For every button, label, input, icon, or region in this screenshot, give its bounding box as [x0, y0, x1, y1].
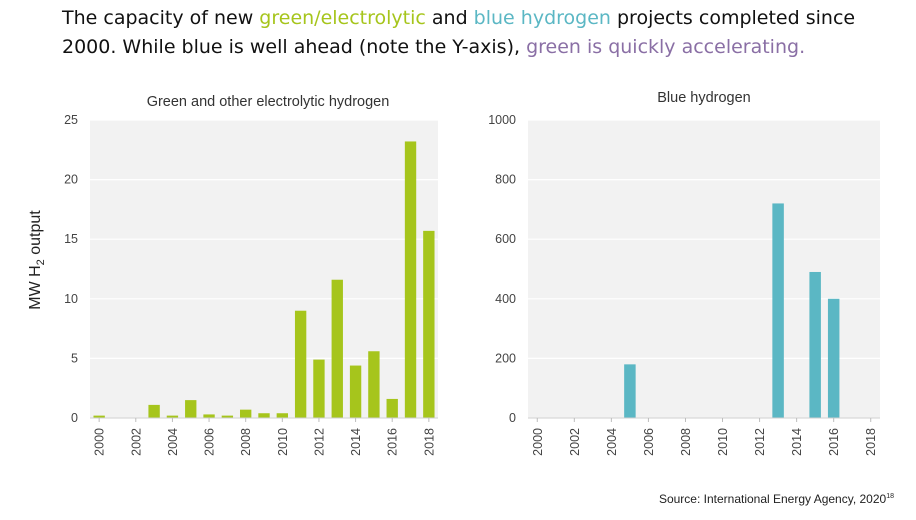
green-bar-2010 — [276, 413, 288, 418]
blue-x-tick-label: 2000 — [531, 428, 545, 456]
green-x-tick-label: 2010 — [276, 428, 290, 456]
blue-y-tick-label: 0 — [509, 411, 516, 425]
green-bar-2005 — [185, 400, 197, 418]
headline-part-2: and — [425, 7, 474, 29]
blue-x-tick-label: 2012 — [753, 428, 767, 456]
green-x-tick-label: 2000 — [93, 428, 107, 456]
green-plot-area — [90, 120, 438, 418]
green-bar-2016 — [386, 398, 398, 418]
green-bar-2009 — [258, 413, 270, 418]
headline: The capacity of new green/electrolytic a… — [62, 4, 912, 62]
blue-chart-title: Blue hydrogen — [657, 90, 751, 106]
green-x-tick-label: 2006 — [203, 428, 217, 456]
svg-text:MW H2 output: MW H2 output — [27, 210, 47, 310]
green-x-tick-label: 2014 — [349, 428, 363, 456]
blue-x-tick-label: 2010 — [716, 428, 730, 456]
green-x-tick-label: 2002 — [129, 428, 143, 456]
green-bar-2012 — [313, 359, 325, 418]
green-chart-title: Green and other electrolytic hydrogen — [147, 94, 390, 110]
green-x-tick-label: 2008 — [239, 428, 253, 456]
green-x-tick-label: 2004 — [166, 428, 180, 456]
blue-plot-area — [528, 120, 880, 418]
blue-y-tick-label: 200 — [495, 351, 516, 365]
green-y-tick-label: 10 — [64, 292, 78, 306]
source-footnote-mark: 18 — [886, 493, 894, 500]
headline-accent-term: green is quickly accelerating. — [526, 36, 806, 58]
green-x-tick-label: 2012 — [312, 428, 326, 456]
source-text: Source: International Energy Agency, 202… — [658, 492, 887, 506]
headline-blue-term: blue hydrogen — [473, 7, 611, 29]
green-x-tick-label: 2016 — [386, 428, 400, 456]
green-bar-2004 — [166, 415, 179, 418]
blue-chart-panel: Blue hydrogen 0 200 400 600 800 1000 2000 2002 20… — [470, 86, 900, 466]
green-bar-2000 — [93, 415, 105, 418]
y-axis-label: MW H2 output — [20, 190, 50, 330]
green-bar-2017 — [404, 141, 417, 418]
green-x-tick-label: 2018 — [422, 428, 436, 456]
y-axis-label-main: MW H — [27, 265, 44, 309]
green-bar-2015 — [368, 351, 380, 418]
green-bar-2006 — [203, 414, 215, 418]
green-y-tick-label: 0 — [71, 411, 78, 425]
blue-y-tick-label: 600 — [495, 232, 516, 246]
green-y-tick-label: 5 — [71, 351, 78, 365]
green-y-tick-label: 15 — [64, 232, 78, 246]
green-bar-2013 — [331, 279, 343, 418]
green-chart-panel: Green and other electrolytic hydrogen 0 5 1… — [40, 86, 460, 466]
blue-x-tick-label: 2006 — [642, 428, 656, 456]
green-y-tick-label: 25 — [64, 113, 78, 127]
blue-x-tick-label: 2018 — [864, 428, 878, 456]
green-y-tick-label: 20 — [64, 173, 78, 187]
blue-y-tick-label: 1000 — [488, 113, 516, 127]
headline-part-3: projects completed since 2000. While blu… — [62, 7, 856, 58]
green-bar-2014 — [349, 365, 362, 418]
headline-green-term: green/electrolytic — [259, 7, 426, 29]
green-bar-2008 — [240, 409, 252, 418]
y-axis-label-tail: output — [27, 210, 44, 259]
green-bar-2007 — [221, 415, 234, 418]
blue-bar-2015 — [809, 271, 821, 418]
source-note: Source: International Energy Agency, 202… — [659, 492, 894, 506]
blue-y-tick-label: 400 — [495, 292, 516, 306]
blue-x-tick-label: 2002 — [568, 428, 582, 456]
blue-bar-2016 — [827, 298, 840, 418]
green-bar-2003 — [148, 404, 160, 418]
blue-x-tick-label: 2016 — [827, 428, 841, 456]
y-axis-label-subscript: 2 — [35, 259, 47, 265]
green-hydrogen-chart: Green and other electrolytic hydrogen 0 5 1… — [64, 94, 438, 456]
blue-x-tick-label: 2008 — [679, 428, 693, 456]
green-bar-2011 — [294, 310, 307, 418]
headline-part-1: The capacity of new — [62, 7, 260, 29]
blue-x-tick-label: 2004 — [605, 428, 619, 456]
green-bar-2018 — [423, 230, 435, 418]
blue-bar-2013 — [772, 203, 784, 418]
blue-y-tick-label: 800 — [495, 173, 516, 187]
blue-hydrogen-chart: Blue hydrogen 0 200 400 600 800 1000 2000 2002 20… — [488, 90, 880, 456]
blue-bar-2005 — [624, 364, 636, 418]
blue-x-tick-label: 2014 — [790, 428, 804, 456]
